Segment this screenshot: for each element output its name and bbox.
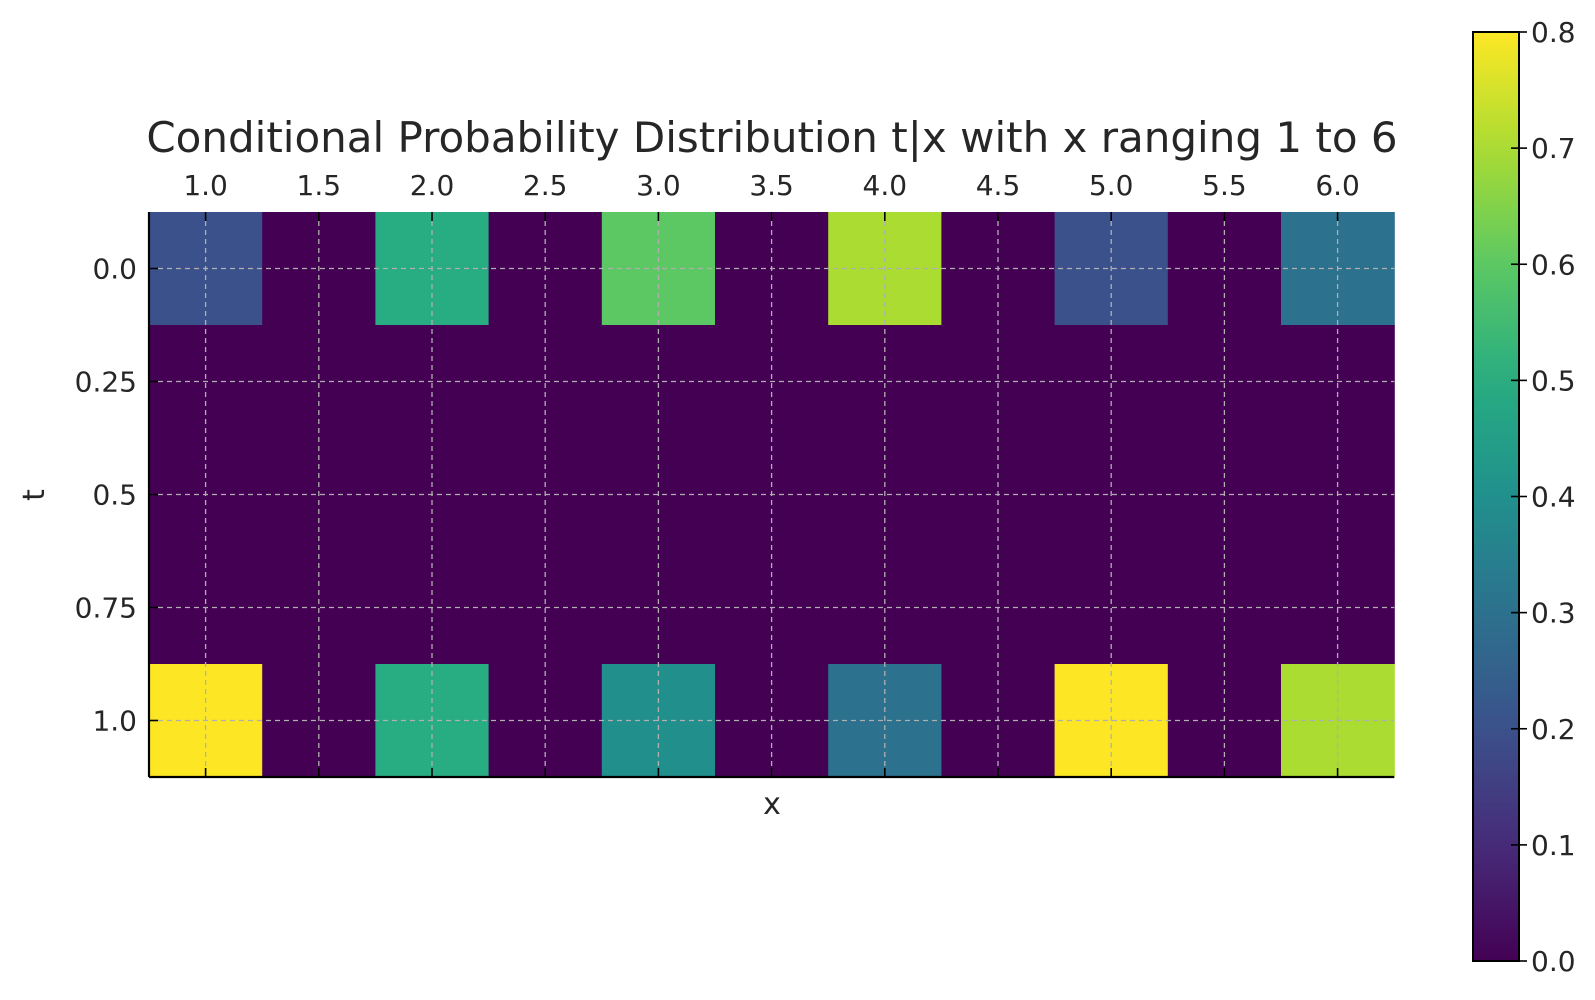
x-tick-label: 5.0 bbox=[1089, 169, 1134, 202]
y-tick-label: 0.25 bbox=[75, 366, 137, 399]
grid-lines bbox=[149, 212, 1395, 777]
x-tick-label: 1.5 bbox=[297, 169, 342, 202]
axes: 1.0 1.5 2.0 2.5 3.0 3.5 4.0 4.5 5.0 5.5 6.0 0.0 0.25… bbox=[75, 169, 1395, 779]
colorbar-tick-label: 0.6 bbox=[1531, 248, 1576, 281]
colorbar-tick-label: 0.5 bbox=[1531, 364, 1576, 397]
y-tick-label: 0.5 bbox=[92, 479, 137, 512]
x-tick-label: 2.5 bbox=[523, 169, 568, 202]
x-axis-label: x bbox=[763, 787, 781, 822]
y-tick-label: 0.75 bbox=[75, 592, 137, 625]
colorbar-tick-label: 0.2 bbox=[1531, 713, 1576, 746]
colorbar-tick-label: 0.7 bbox=[1531, 132, 1576, 165]
x-tick-label: 1.0 bbox=[183, 169, 228, 202]
colorbar-tick-label: 0.0 bbox=[1531, 945, 1576, 978]
x-tick-label: 3.5 bbox=[749, 169, 794, 202]
x-tick-label: 6.0 bbox=[1315, 169, 1360, 202]
chart-title: Conditional Probability Distribution t|x… bbox=[146, 113, 1397, 162]
x-tick-label: 3.0 bbox=[636, 169, 681, 202]
x-tick-label: 4.0 bbox=[863, 169, 908, 202]
x-tick-label: 2.0 bbox=[410, 169, 455, 202]
colorbar-tick-label: 0.1 bbox=[1531, 829, 1576, 862]
y-axis-label: t bbox=[17, 489, 52, 501]
x-tick-label: 5.5 bbox=[1202, 169, 1247, 202]
y-tick-label: 1.0 bbox=[92, 705, 137, 738]
colorbar-tick-label: 0.4 bbox=[1531, 481, 1576, 514]
colorbar-tick-label: 0.3 bbox=[1531, 597, 1576, 630]
x-tick-label: 4.5 bbox=[976, 169, 1021, 202]
y-tick-label: 0.0 bbox=[92, 253, 137, 286]
colorbar-tick-label: 0.8 bbox=[1531, 16, 1576, 49]
colorbar: 0.0 0.1 0.2 0.3 0.4 0.5 0.6 0.7 0.8 bbox=[1472, 16, 1576, 978]
